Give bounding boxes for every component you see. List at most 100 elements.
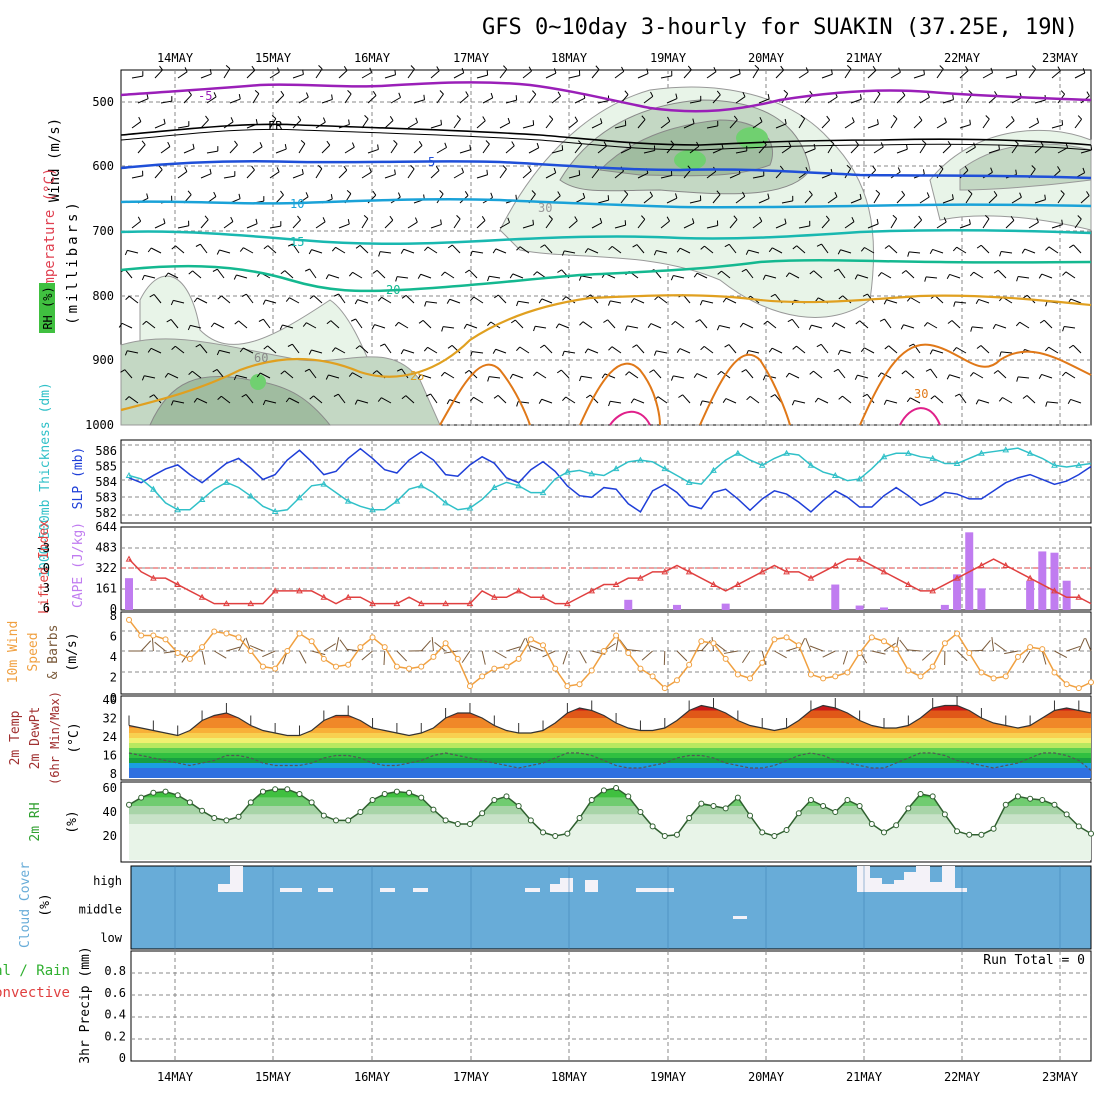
wind-barb-shaft [788,372,800,379]
wind-barb-flag [809,370,814,375]
wind-barb [233,374,248,381]
wind-barb-shaft [154,123,166,129]
wind-barb [229,94,241,104]
rh2m-point [978,831,985,838]
wind-barb [758,93,770,104]
wind-barb-shaft [910,297,921,304]
wind-barb [735,145,748,154]
wind-barb [200,168,212,179]
wind-barb-shaft [413,145,423,154]
wind10m-speed-point [844,669,851,676]
wind-barb [239,247,254,254]
wind-barb-shaft [275,94,285,104]
rh2m-point [199,807,206,814]
wind-barb-flag [785,272,790,278]
wind10m-barb [461,650,471,663]
wind-barb-shaft [771,347,783,354]
wind-barb [739,322,754,329]
rh2m-point [357,809,364,815]
wind-barb-flag [378,251,381,257]
wind-barb-shaft [1019,321,1030,329]
wind-barb [693,373,708,379]
wind-barb [923,322,938,329]
wind-barb [568,170,581,179]
wind-barb-shaft [683,169,692,179]
wind-barb [993,370,1007,379]
wind-barb [821,69,833,79]
wind-barb-shaft [959,70,969,79]
rh2m-point [588,797,595,803]
wind-barb-shaft [703,345,714,354]
wind-barb-flag [687,65,692,71]
wind-barb-shaft [1051,224,1063,229]
wind10m-barb [1085,637,1092,652]
wind-barb [729,68,741,79]
slp-grid [121,440,1091,523]
wind-barb [141,375,156,381]
wind-barb [447,244,461,254]
wind-barb [1057,190,1065,204]
wind-barb-shaft [267,345,277,354]
wind-barb [1061,371,1076,379]
wind-barb-flag [846,164,851,169]
wind-barb-shaft [927,322,938,329]
wind-barb [1039,319,1053,329]
wind-barb-flag [816,343,822,348]
wind-barb-shaft [167,372,179,379]
wind-barb-flag [762,274,766,280]
wind-barb-flag [511,141,515,147]
wind10m-speed-point [515,655,522,662]
precip-grid [131,951,1091,1061]
wind-barb-flag [470,251,473,257]
wind-barb-shaft [265,299,277,304]
wind-barb [942,94,954,104]
wind10m-speed-point [259,663,266,670]
wind-barb [792,245,806,254]
label-speed: Speed [26,632,41,671]
wind-barb-shaft [528,147,539,154]
wind-barb [166,319,179,329]
wind-barb-shaft [1065,371,1076,379]
wind-barb-shaft [245,293,254,304]
wind10m-barb [774,650,787,659]
wind-barb-shaft [466,323,478,329]
wind-barb-shaft [167,272,179,279]
wind-barb-shaft [813,370,823,379]
thickness-point [710,466,717,473]
wind-barb [522,66,532,79]
wind-barb [758,193,770,204]
wind-barb-flag [624,325,628,331]
wind-barb-flag [256,372,261,378]
wind-barb-shaft [653,369,662,379]
wind-barb [551,145,564,154]
wind-barb [827,191,838,204]
wind-barb [1045,401,1059,407]
wind-barb-flag [586,294,591,298]
wind-barb-shaft [689,100,701,104]
wind-barb-flag [970,326,973,332]
wind-barb-flag [528,66,532,72]
rh2m-point [430,806,437,813]
wind-barb-flag [195,344,201,348]
wind-barb-shaft [728,344,737,354]
wind-barb-shaft [565,296,576,304]
wind-barb [1028,65,1037,79]
wind-barb [896,90,906,104]
wind10m-barb [542,650,556,658]
thickness-point [978,449,985,456]
wind-barb-shaft [591,169,600,179]
wind-barb-shaft [407,122,418,129]
wind-barb [459,144,472,154]
wind-barb [367,144,379,154]
wind-barb-flag [713,66,717,72]
rh2m-point [162,788,169,795]
wind-barb-shaft [821,119,831,129]
wind-barb [400,248,415,254]
wind-barb [1051,219,1063,229]
wind-barb-shaft [436,147,447,154]
wind-barb-shaft [965,146,976,154]
label-wind: Wind (m/s) [47,118,63,202]
wind-barb-shaft [236,374,248,379]
wind-barb-shaft [124,369,133,379]
